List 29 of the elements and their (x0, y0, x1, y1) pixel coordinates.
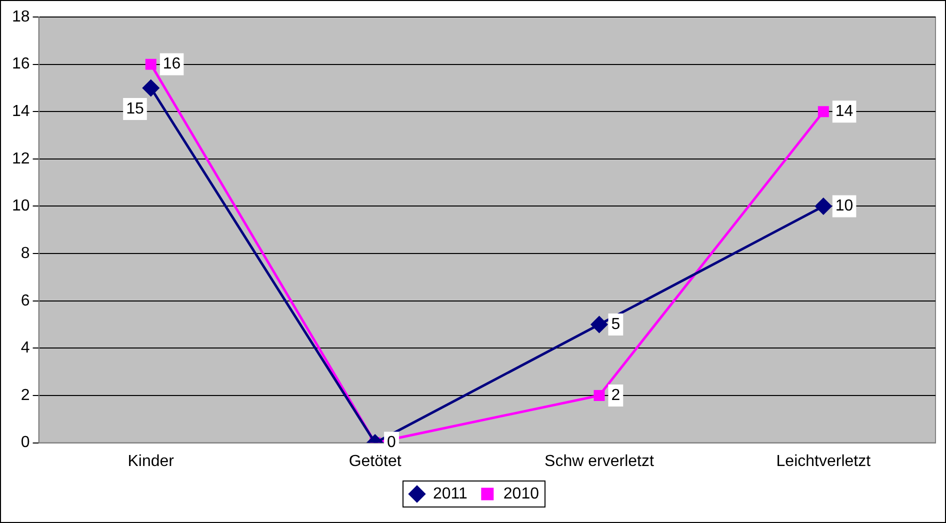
data-label: 16 (162, 56, 181, 73)
x-tick-label: Getötet (348, 452, 402, 470)
point (142, 80, 160, 96)
data-label: 10 (835, 198, 854, 215)
x-tick-label: Leichtverletzt (776, 452, 872, 470)
data-label: 14 (835, 103, 854, 120)
y-tick-label: 14 (12, 103, 30, 120)
point (594, 390, 605, 401)
y-tick-label: 12 (12, 150, 30, 168)
point (145, 58, 156, 70)
data-label: 15 (126, 100, 144, 118)
legend-label: 2010 (503, 485, 540, 502)
point (590, 316, 608, 333)
point (815, 198, 832, 214)
data-label: 0 (387, 434, 396, 452)
x-tick-label: Kinder (128, 452, 175, 470)
y-tick-label: 16 (12, 56, 30, 73)
point (818, 106, 829, 118)
y-tick-label: 2 (20, 386, 30, 404)
y-tick-label: 4 (20, 340, 30, 357)
data-label: 5 (611, 316, 620, 333)
y-tick-label: 18 (12, 8, 30, 26)
y-tick-label: 6 (20, 292, 30, 310)
y-tick-label: 0 (20, 434, 30, 452)
y-tick-label: 8 (20, 244, 30, 262)
x-tick-label: Schw erverletzt (544, 452, 654, 470)
y-tick-label: 10 (12, 198, 30, 215)
legend-label: 2011 (433, 485, 468, 502)
data-label: 2 (611, 386, 620, 404)
